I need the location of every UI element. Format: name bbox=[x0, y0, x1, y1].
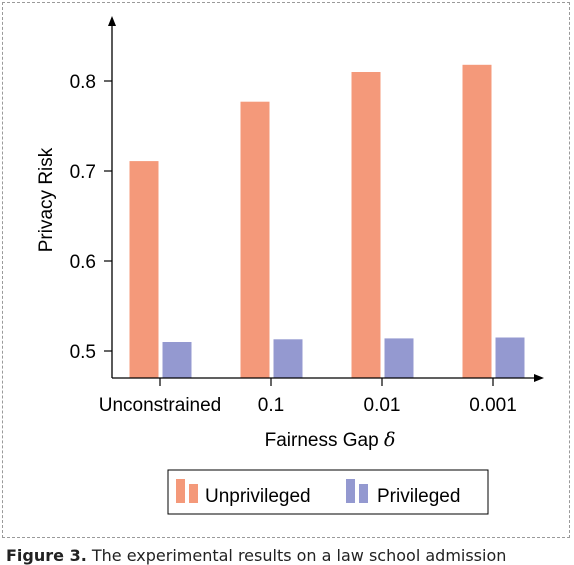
bar-privileged-1 bbox=[273, 339, 303, 378]
x-axis-label-symbol: δ bbox=[384, 429, 395, 451]
legend-swatch-unprivileged-b bbox=[189, 484, 198, 503]
legend-label-unprivileged: Unprivileged bbox=[205, 486, 311, 507]
legend-swatch-unprivileged-a bbox=[176, 479, 185, 503]
bar-unprivileged-0 bbox=[129, 161, 159, 378]
bar-privileged-0 bbox=[162, 342, 192, 378]
x-tick-label-1: 0.1 bbox=[258, 395, 284, 416]
x-ticks: Unconstrained 0.1 0.01 0.001 bbox=[99, 378, 517, 416]
caption-label: Figure 3. bbox=[6, 546, 87, 565]
legend-label-privileged: Privileged bbox=[377, 486, 460, 507]
bars-group bbox=[129, 64, 525, 379]
legend-swatch-privileged-a bbox=[346, 479, 355, 503]
legend: Unprivileged Privileged bbox=[167, 469, 489, 515]
bar-privileged-3 bbox=[495, 337, 525, 378]
y-tick-label-1: 0.6 bbox=[70, 252, 96, 273]
y-tick-label-3: 0.8 bbox=[70, 72, 96, 93]
bar-unprivileged-3 bbox=[462, 64, 492, 379]
x-tick-label-2: 0.01 bbox=[364, 395, 401, 416]
y-tick-label-2: 0.7 bbox=[70, 162, 96, 183]
y-ticks: 0.5 0.6 0.7 0.8 bbox=[70, 72, 112, 363]
caption-text: The experimental results on a law school… bbox=[91, 546, 507, 565]
x-axis-arrow bbox=[534, 374, 544, 382]
y-axis-arrow bbox=[108, 16, 116, 26]
y-axis-label: Privacy Risk bbox=[36, 147, 57, 252]
bar-chart: 0.5 0.6 0.7 0.8 Unconstrained 0.1 0.01 0.001 P… bbox=[36, 16, 544, 515]
bar-unprivileged-2 bbox=[351, 72, 381, 378]
bar-unprivileged-1 bbox=[240, 101, 270, 378]
bar-privileged-2 bbox=[384, 338, 414, 378]
figure-caption: Figure 3. The experimental results on a … bbox=[6, 546, 506, 565]
figure-frame bbox=[2, 2, 570, 538]
x-tick-label-0: Unconstrained bbox=[99, 395, 222, 416]
y-tick-label-0: 0.5 bbox=[70, 342, 96, 363]
legend-box bbox=[167, 469, 489, 515]
x-tick-label-3: 0.001 bbox=[469, 395, 517, 416]
x-axis-label: Fairness Gap δ bbox=[265, 429, 396, 451]
legend-swatch-privileged-b bbox=[359, 484, 368, 503]
